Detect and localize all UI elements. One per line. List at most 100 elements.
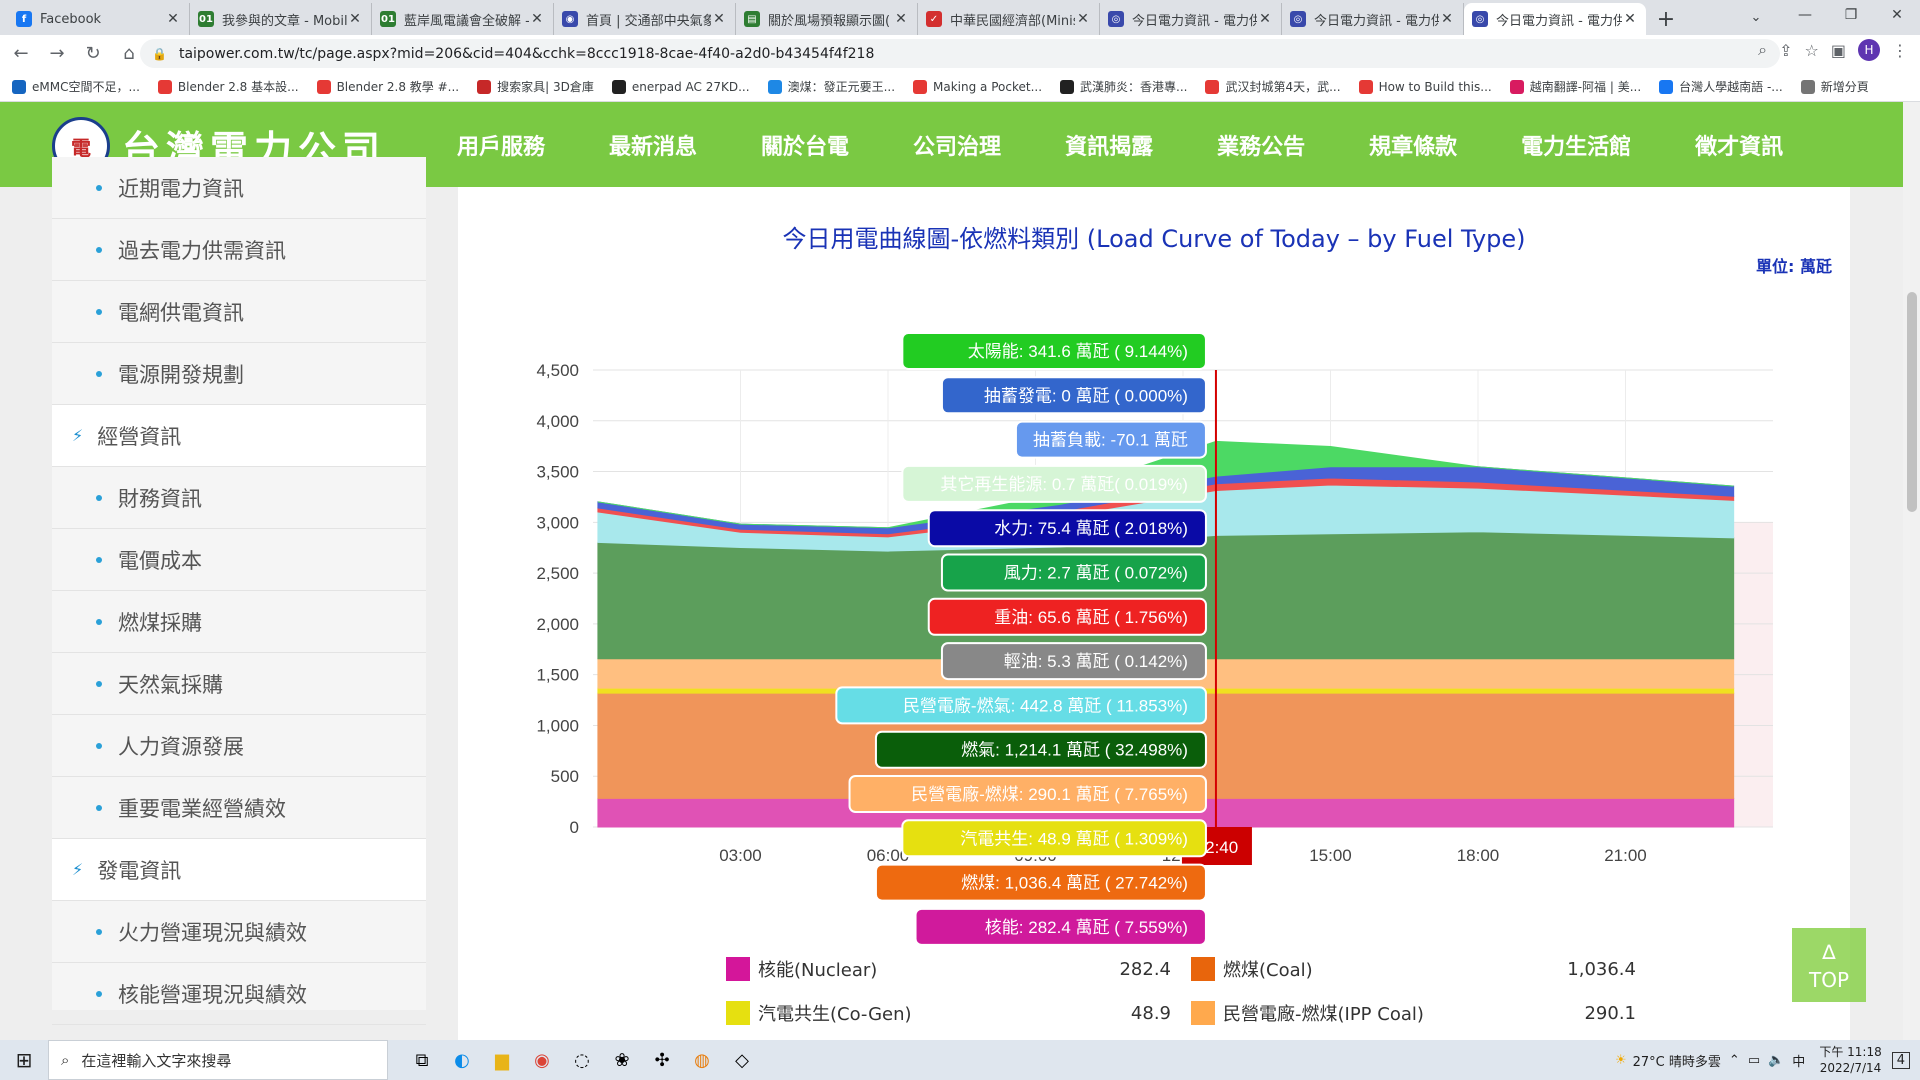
tooltip-badge: [835, 686, 1207, 725]
nav-item[interactable]: 最新消息: [609, 134, 698, 160]
sidebar-item[interactable]: 核能營運現況與績效: [52, 963, 426, 1025]
blender-icon[interactable]: ◍: [694, 1049, 710, 1071]
browser-tab[interactable]: ◎ 今日電力資訊 - 電力供 ✕: [1282, 3, 1464, 35]
tab-close-icon[interactable]: ✕: [1259, 11, 1271, 27]
browser-tab[interactable]: 01 我參與的文章 - Mobil ✕: [190, 3, 372, 35]
browser-tab[interactable]: ◎ 今日電力資訊 - 電力供 ✕: [1100, 3, 1282, 35]
home-button[interactable]: ⌂: [123, 43, 135, 64]
bookmark-item[interactable]: 越南翻譯-阿福 | 美...: [1509, 78, 1641, 95]
legend-item[interactable]: 燃煤(Coal) 1,036.4: [1191, 956, 1656, 982]
profile-avatar[interactable]: H: [1858, 39, 1880, 61]
bookmark-item[interactable]: Blender 2.8 教學 #...: [316, 78, 459, 95]
nav-item[interactable]: 資訊揭露: [1033, 102, 1185, 201]
bookmark-item[interactable]: Making a Pocket...: [913, 79, 1042, 94]
tooltip-badge: [940, 553, 1207, 592]
zoom-icon[interactable]: ⌕: [1758, 40, 1768, 59]
tab-close-icon[interactable]: ✕: [531, 11, 543, 27]
tab-close-icon[interactable]: ✕: [349, 11, 361, 27]
bookmark-item[interactable]: eMMC空間不足，...: [12, 78, 140, 95]
browser-tab[interactable]: ▤ 關於風場預報顯示圖(✕: [736, 3, 918, 35]
scrollbar-thumb[interactable]: [1907, 292, 1917, 512]
forward-button[interactable]: →: [49, 43, 65, 64]
back-button[interactable]: ←: [13, 43, 29, 64]
bookmark-item[interactable]: How to Build this...: [1358, 79, 1492, 94]
tab-close-icon[interactable]: ✕: [713, 11, 725, 27]
file-explorer-icon[interactable]: ▆: [495, 1049, 509, 1071]
page-scrollbar[interactable]: [1903, 102, 1920, 1040]
maximize-button[interactable]: ❐: [1844, 7, 1858, 23]
edge-icon[interactable]: ◐: [454, 1049, 470, 1071]
tab-close-icon[interactable]: ✕: [1624, 11, 1636, 27]
weather-icon[interactable]: ☀: [1614, 1052, 1627, 1068]
legend-item[interactable]: 汽電共生(Co-Gen) 48.9: [726, 1000, 1191, 1026]
bookmark-item[interactable]: Blender 2.8 基本設...: [157, 78, 299, 95]
nav-item[interactable]: 業務公告: [1217, 134, 1306, 160]
legend-item[interactable]: 民營電廠-燃煤(IPP Coal) 290.1: [1191, 1000, 1656, 1026]
bookmark-item[interactable]: 新增分頁: [1800, 78, 1869, 95]
sidebar-item[interactable]: 重要電業經營績效: [52, 777, 426, 839]
notification-icon[interactable]: 4: [1891, 1051, 1910, 1069]
tab-close-icon[interactable]: ✕: [1077, 11, 1089, 27]
browser-tab[interactable]: ◎ 今日電力資訊 - 電力供 ✕: [1464, 3, 1646, 35]
nav-item[interactable]: 用戶服務: [457, 134, 546, 160]
load-curve-chart[interactable]: 0 500 1,000 1,500 2,000 2,500 3,000 3,500 4,000 4…: [458, 187, 1850, 947]
app-icon-1[interactable]: ◌: [574, 1049, 590, 1071]
sidebar-item[interactable]: 火力營運現況與績效: [52, 901, 426, 963]
bookmark-item[interactable]: 武汉封城第4天，武...: [1205, 78, 1341, 95]
app-icon-2[interactable]: ❀: [614, 1049, 630, 1071]
sidebar-item[interactable]: 人力資源發展: [52, 715, 426, 777]
bookmark-star-icon[interactable]: ☆: [1804, 40, 1819, 60]
clock[interactable]: 下午 11:18 2022/7/14: [1819, 1044, 1881, 1076]
taskbar-search-input[interactable]: ⌕ 在這裡輸入文字來搜尋: [48, 1040, 388, 1080]
sidebar-item[interactable]: 天然氣採購: [52, 653, 426, 715]
bookmark-item[interactable]: 武漢肺炎：香港專...: [1060, 78, 1187, 95]
sidepanel-icon[interactable]: ▣: [1830, 40, 1846, 60]
browser-tab[interactable]: ◉ 首頁 | 交通部中央氣象 ✕: [554, 3, 736, 35]
browser-tab[interactable]: 01 藍岸風電議會全破解 - ✕: [372, 3, 554, 35]
nav-item[interactable]: 公司治理: [913, 134, 1002, 160]
nav-item[interactable]: 規章條款: [1369, 134, 1458, 160]
sidebar-item[interactable]: 過去電力供需資訊: [52, 219, 426, 281]
bookmark-item[interactable]: enerpad AC 27KD...: [611, 79, 750, 94]
sidebar-item[interactable]: 電源開發規劃: [52, 343, 426, 405]
chrome-icon[interactable]: ◉: [534, 1049, 550, 1071]
lock-icon[interactable]: 🔒: [152, 46, 167, 61]
bookmark-item[interactable]: 澳煤：發正元要王...: [767, 78, 895, 95]
app-icon-4[interactable]: ◇: [735, 1049, 749, 1071]
minimize-button[interactable]: —: [1798, 7, 1812, 23]
sidebar-item[interactable]: 燃煤採購: [52, 591, 426, 653]
weather-text[interactable]: 27°C 晴時多雲: [1632, 1054, 1721, 1070]
share-icon[interactable]: ⇪: [1779, 40, 1793, 60]
new-tab-button[interactable]: +: [1656, 6, 1676, 32]
task-view-icon[interactable]: ⧉: [415, 1049, 429, 1071]
tray-chevron-icon[interactable]: ⌃: [1728, 1052, 1740, 1068]
ime-indicator[interactable]: 中: [1792, 1054, 1806, 1070]
close-window-button[interactable]: ✕: [1891, 7, 1903, 23]
reload-button[interactable]: ↻: [85, 43, 101, 64]
app-icon-3[interactable]: ✣: [654, 1049, 670, 1071]
legend-item[interactable]: 核能(Nuclear) 282.4: [726, 956, 1191, 982]
tab-search-icon[interactable]: ⌄: [1750, 9, 1762, 25]
browser-tab[interactable]: f Facebook ✕: [8, 3, 190, 35]
browser-tab[interactable]: ✓ 中華民國經濟部(Minis ✕: [918, 3, 1100, 35]
nav-item[interactable]: 關於台電: [761, 134, 850, 160]
bookmark-item[interactable]: 搜索家具| 3D倉庫: [477, 78, 594, 95]
tab-close-icon[interactable]: ✕: [895, 11, 907, 27]
sidebar-category[interactable]: ⚡ 發電資訊: [52, 839, 426, 901]
sidebar-item[interactable]: 近期電力資訊: [52, 157, 426, 219]
sidebar-category[interactable]: ⚡ 經營資訊: [52, 405, 426, 467]
volume-icon[interactable]: 🔈: [1768, 1052, 1785, 1068]
back-to-top-button[interactable]: ∆ TOP: [1792, 928, 1866, 1002]
sidebar-item[interactable]: 電價成本: [52, 529, 426, 591]
nav-item[interactable]: 電力生活館: [1521, 134, 1632, 160]
sidebar-item[interactable]: 電網供電資訊: [52, 281, 426, 343]
bookmark-item[interactable]: 台灣人學越南語 -...: [1659, 78, 1783, 95]
nav-item[interactable]: 徵才資訊: [1695, 134, 1784, 160]
tab-close-icon[interactable]: ✕: [1441, 11, 1453, 27]
menu-kebab-icon[interactable]: ⋮: [1892, 40, 1908, 60]
url-input[interactable]: 🔒 taipower.com.tw/tc/page.aspx?mid=206&c…: [140, 39, 1780, 68]
windows-start-icon[interactable]: ⊞: [15, 1048, 33, 1072]
network-icon[interactable]: ▭: [1747, 1052, 1761, 1068]
sidebar-item[interactable]: 財務資訊: [52, 467, 426, 529]
tab-close-icon[interactable]: ✕: [167, 11, 179, 27]
